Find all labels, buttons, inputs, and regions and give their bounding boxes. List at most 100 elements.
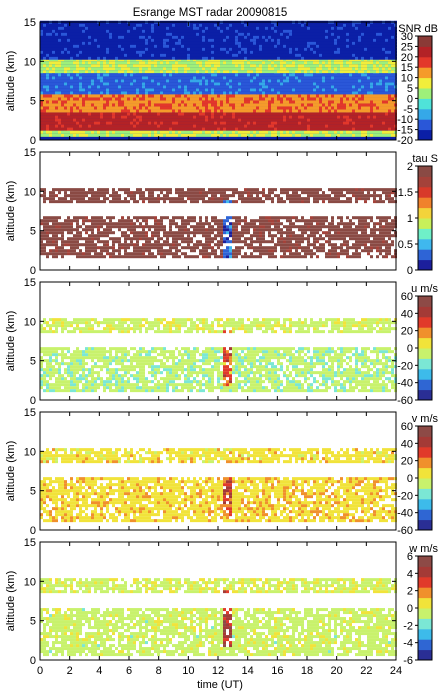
heatmap-cell bbox=[133, 88, 136, 92]
heatmap-cell bbox=[100, 64, 103, 68]
heatmap-cell bbox=[301, 115, 304, 119]
heatmap-cell bbox=[190, 56, 193, 60]
heatmap-cell bbox=[181, 97, 184, 101]
heatmap-cell bbox=[70, 26, 73, 30]
heatmap-cell bbox=[331, 103, 334, 107]
heatmap-cell bbox=[145, 100, 148, 104]
heatmap-cell bbox=[271, 97, 274, 101]
heatmap-cell bbox=[373, 109, 376, 113]
heatmap-cell bbox=[49, 82, 52, 86]
heatmap-cell bbox=[358, 88, 361, 92]
heatmap-cell bbox=[361, 79, 364, 83]
heatmap-cell bbox=[316, 73, 319, 77]
heatmap-cell bbox=[139, 100, 142, 104]
heatmap-cell bbox=[142, 88, 145, 92]
heatmap-cell bbox=[166, 76, 169, 80]
heatmap-cell bbox=[52, 32, 55, 36]
heatmap-cell bbox=[208, 61, 211, 65]
heatmap-cell bbox=[277, 67, 280, 71]
heatmap-cell bbox=[343, 118, 346, 122]
heatmap-cell bbox=[208, 26, 211, 30]
heatmap-cell bbox=[289, 97, 292, 101]
heatmap-cell bbox=[145, 23, 148, 27]
heatmap-cell bbox=[319, 35, 322, 39]
heatmap-cell bbox=[55, 121, 58, 125]
heatmap-cell bbox=[169, 47, 172, 51]
heatmap-cell bbox=[355, 127, 358, 131]
heatmap-cell bbox=[367, 73, 370, 77]
heatmap-cell bbox=[325, 23, 328, 27]
heatmap-cell bbox=[169, 61, 172, 65]
heatmap-cell bbox=[85, 79, 88, 83]
heatmap-cell bbox=[229, 106, 232, 110]
heatmap-cell bbox=[43, 103, 46, 107]
heatmap-cell bbox=[82, 94, 85, 98]
heatmap-cell bbox=[43, 67, 46, 71]
heatmap-cell bbox=[70, 32, 73, 36]
heatmap-cell bbox=[220, 103, 223, 107]
heatmap-cell bbox=[166, 32, 169, 36]
heatmap-cell bbox=[259, 64, 262, 68]
heatmap-cell bbox=[139, 118, 142, 122]
heatmap-cell bbox=[148, 26, 151, 30]
heatmap-cell bbox=[373, 91, 376, 95]
heatmap-cell bbox=[214, 73, 217, 77]
heatmap-cell bbox=[298, 82, 301, 86]
heatmap-cell bbox=[238, 109, 241, 113]
heatmap-cell bbox=[238, 32, 241, 36]
heatmap-cell bbox=[256, 38, 259, 42]
heatmap-cell bbox=[100, 115, 103, 119]
heatmap-cell bbox=[163, 67, 166, 71]
heatmap-cell bbox=[325, 97, 328, 101]
heatmap-cell bbox=[313, 118, 316, 122]
heatmap-cell bbox=[139, 76, 142, 80]
heatmap-cell bbox=[295, 85, 298, 89]
heatmap-cell bbox=[307, 85, 310, 89]
heatmap-cell bbox=[217, 85, 220, 89]
heatmap-cell bbox=[190, 127, 193, 131]
heatmap-cell bbox=[175, 94, 178, 98]
heatmap-cell bbox=[331, 38, 334, 42]
heatmap-cell bbox=[184, 103, 187, 107]
heatmap-cell bbox=[373, 133, 376, 137]
heatmap-cell bbox=[274, 133, 277, 137]
heatmap-cell bbox=[142, 23, 145, 27]
heatmap-cell bbox=[46, 94, 49, 98]
heatmap-cell bbox=[82, 44, 85, 48]
heatmap-cell bbox=[376, 106, 379, 110]
heatmap-cell bbox=[157, 56, 160, 60]
heatmap-cell bbox=[283, 76, 286, 80]
heatmap-cell bbox=[316, 124, 319, 128]
heatmap-cell bbox=[163, 73, 166, 77]
heatmap-cell bbox=[70, 23, 73, 27]
heatmap-cell bbox=[292, 121, 295, 125]
heatmap-cell bbox=[349, 130, 352, 134]
heatmap-cell bbox=[364, 112, 367, 116]
heatmap-cell bbox=[46, 73, 49, 77]
heatmap-cell bbox=[328, 91, 331, 95]
heatmap-cell bbox=[208, 67, 211, 71]
heatmap-cell bbox=[217, 115, 220, 119]
heatmap-cell bbox=[73, 23, 76, 27]
heatmap-cell bbox=[46, 103, 49, 107]
heatmap-cell bbox=[190, 112, 193, 116]
heatmap-cell bbox=[274, 118, 277, 122]
heatmap-cell bbox=[358, 29, 361, 33]
heatmap-cell bbox=[340, 133, 343, 137]
heatmap-cell bbox=[286, 79, 289, 83]
heatmap-cell bbox=[232, 73, 235, 77]
heatmap-cell bbox=[367, 53, 370, 57]
heatmap-cell bbox=[241, 109, 244, 113]
heatmap-cell bbox=[325, 38, 328, 42]
heatmap-cell bbox=[295, 76, 298, 80]
heatmap-cell bbox=[271, 82, 274, 86]
heatmap-cell bbox=[304, 44, 307, 48]
heatmap-cell bbox=[295, 44, 298, 48]
heatmap-cell bbox=[70, 118, 73, 122]
heatmap-cell bbox=[187, 91, 190, 95]
heatmap-cell bbox=[100, 53, 103, 57]
heatmap-cell bbox=[61, 38, 64, 42]
heatmap-cell bbox=[55, 76, 58, 80]
heatmap-cell bbox=[64, 109, 67, 113]
heatmap-cell bbox=[109, 38, 112, 42]
